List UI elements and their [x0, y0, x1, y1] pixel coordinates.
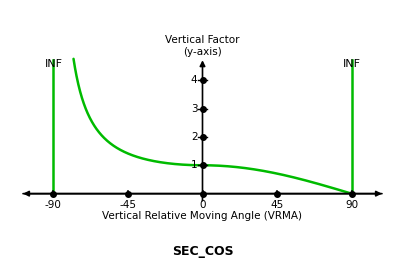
Text: SEC_COS: SEC_COS [172, 245, 233, 258]
Text: 2: 2 [191, 132, 198, 142]
Text: 3: 3 [191, 104, 198, 114]
Text: -45: -45 [119, 200, 136, 210]
Text: 45: 45 [271, 200, 284, 210]
Text: INF: INF [45, 59, 62, 69]
Text: 1: 1 [191, 160, 198, 170]
Text: 4: 4 [191, 75, 198, 85]
Text: Vertical Relative Moving Angle (VRMA): Vertical Relative Moving Angle (VRMA) [102, 211, 303, 221]
Text: Vertical Factor
(y-axis): Vertical Factor (y-axis) [165, 35, 240, 57]
Text: 0: 0 [199, 200, 206, 210]
Text: 90: 90 [345, 200, 358, 210]
Text: -90: -90 [45, 200, 62, 210]
Text: INF: INF [343, 59, 360, 69]
